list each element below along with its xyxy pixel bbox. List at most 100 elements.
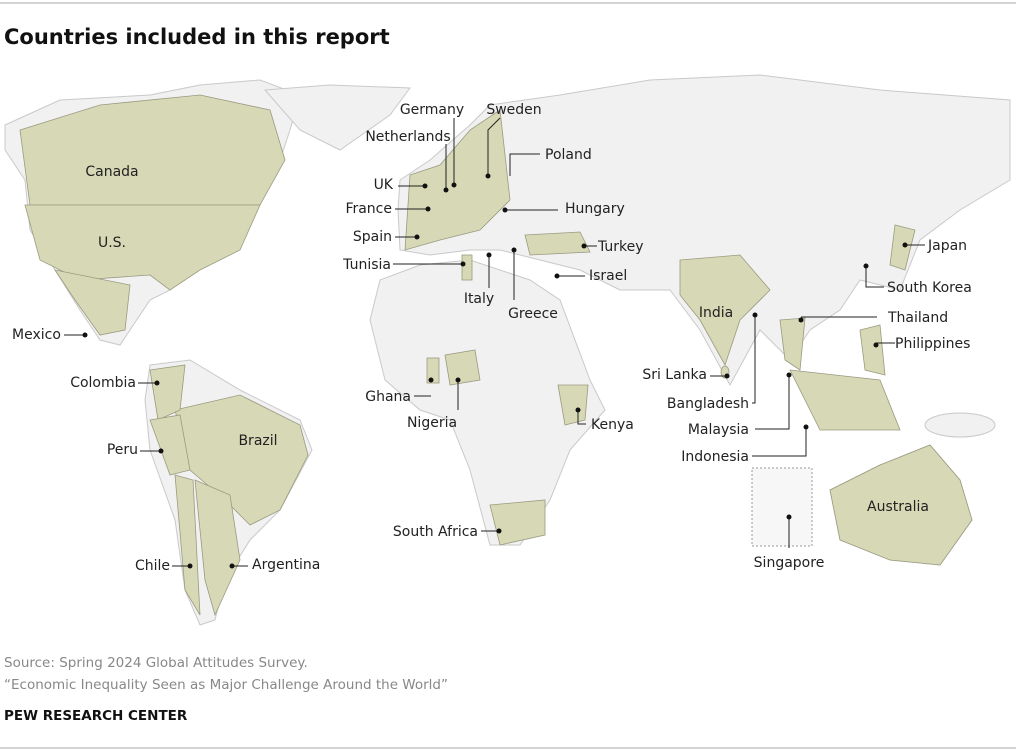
dot bbox=[443, 187, 449, 193]
country-label: France bbox=[345, 201, 392, 217]
country-label: India bbox=[699, 305, 733, 321]
country-label: Israel bbox=[589, 268, 627, 284]
dot bbox=[422, 183, 428, 189]
dot bbox=[485, 173, 491, 179]
dot bbox=[451, 182, 457, 188]
country-label: South Korea bbox=[887, 280, 972, 296]
dots bbox=[82, 173, 908, 569]
dot bbox=[554, 273, 560, 279]
country-label: UK bbox=[374, 177, 394, 193]
country-label: Spain bbox=[353, 229, 392, 245]
country bbox=[174, 394, 309, 526]
country-label: Tunisia bbox=[342, 257, 391, 273]
land bbox=[397, 74, 1011, 387]
country bbox=[174, 474, 201, 616]
country-label: U.S. bbox=[98, 235, 126, 251]
country-label: Mexico bbox=[12, 327, 61, 343]
country bbox=[149, 364, 186, 421]
leaders bbox=[64, 117, 925, 567]
dot bbox=[511, 247, 517, 253]
country-label: Kenya bbox=[591, 417, 634, 433]
country-label: Netherlands bbox=[365, 129, 450, 145]
dot bbox=[414, 234, 420, 240]
country bbox=[859, 324, 886, 376]
country-label: Argentina bbox=[252, 557, 320, 573]
country-label: Ghana bbox=[365, 389, 411, 405]
source: Source: Spring 2024 Global Attitudes Sur… bbox=[4, 655, 308, 671]
country bbox=[779, 317, 806, 371]
country-label: Bangladesh bbox=[667, 396, 749, 412]
country-label: Philippines bbox=[895, 336, 970, 352]
country bbox=[404, 109, 511, 251]
dot bbox=[460, 261, 466, 267]
dot bbox=[82, 332, 88, 338]
country-label: Thailand bbox=[887, 310, 948, 326]
country-label: Nigeria bbox=[407, 415, 457, 431]
country bbox=[489, 499, 546, 546]
country bbox=[444, 349, 481, 386]
country-label: Japan bbox=[927, 238, 967, 254]
country bbox=[789, 369, 901, 431]
country-label: South Africa bbox=[393, 524, 478, 540]
country bbox=[149, 414, 191, 476]
map bbox=[4, 74, 1011, 626]
country-label: Australia bbox=[867, 499, 929, 515]
land bbox=[369, 259, 606, 546]
country-label: Italy bbox=[464, 291, 494, 307]
dot bbox=[786, 372, 792, 378]
country-label: Colombia bbox=[70, 375, 136, 391]
title: Countries included in this report bbox=[4, 25, 390, 49]
country-label: Sweden bbox=[486, 102, 541, 118]
country-label: Singapore bbox=[754, 555, 825, 571]
note: “Economic Inequality Seen as Major Chall… bbox=[4, 677, 448, 693]
dot bbox=[863, 263, 869, 269]
dot bbox=[496, 528, 502, 534]
country bbox=[426, 357, 440, 384]
country-label: Canada bbox=[85, 164, 138, 180]
dot bbox=[786, 514, 792, 520]
dot bbox=[154, 380, 160, 386]
dot bbox=[724, 373, 730, 379]
country-label: Hungary bbox=[565, 201, 625, 217]
dot bbox=[803, 424, 809, 430]
labels: Canada U.S. Mexico Colombia Peru Brazil … bbox=[12, 102, 972, 574]
country bbox=[461, 254, 473, 281]
country-label: Greece bbox=[508, 306, 558, 322]
country bbox=[54, 269, 131, 336]
country-label: Brazil bbox=[238, 433, 277, 449]
inset bbox=[751, 467, 813, 547]
country-label: Chile bbox=[135, 558, 170, 574]
dot bbox=[486, 252, 492, 258]
dot bbox=[502, 207, 508, 213]
org: PEW RESEARCH CENTER bbox=[4, 708, 188, 724]
country bbox=[557, 384, 589, 426]
dot bbox=[455, 377, 461, 383]
country bbox=[829, 444, 973, 566]
dot bbox=[425, 206, 431, 212]
dot bbox=[428, 377, 434, 383]
country bbox=[524, 231, 591, 256]
dot bbox=[798, 317, 804, 323]
country-label: Poland bbox=[545, 147, 592, 163]
dot bbox=[873, 342, 879, 348]
land bbox=[924, 412, 996, 438]
country bbox=[194, 479, 241, 617]
country bbox=[679, 254, 771, 366]
country bbox=[24, 204, 261, 291]
dot bbox=[158, 448, 164, 454]
dot bbox=[229, 563, 235, 569]
country-label: Turkey bbox=[597, 239, 644, 255]
dot bbox=[575, 407, 581, 413]
country-label: Indonesia bbox=[681, 449, 749, 465]
dot bbox=[187, 563, 193, 569]
country-label: Sri Lanka bbox=[642, 367, 707, 383]
country-label: Malaysia bbox=[688, 422, 749, 438]
dot bbox=[752, 312, 758, 318]
land bbox=[263, 84, 411, 151]
country bbox=[889, 224, 916, 271]
country-label: Peru bbox=[107, 442, 138, 458]
country-label: Germany bbox=[400, 102, 464, 118]
dot bbox=[581, 243, 587, 249]
dot bbox=[902, 242, 908, 248]
